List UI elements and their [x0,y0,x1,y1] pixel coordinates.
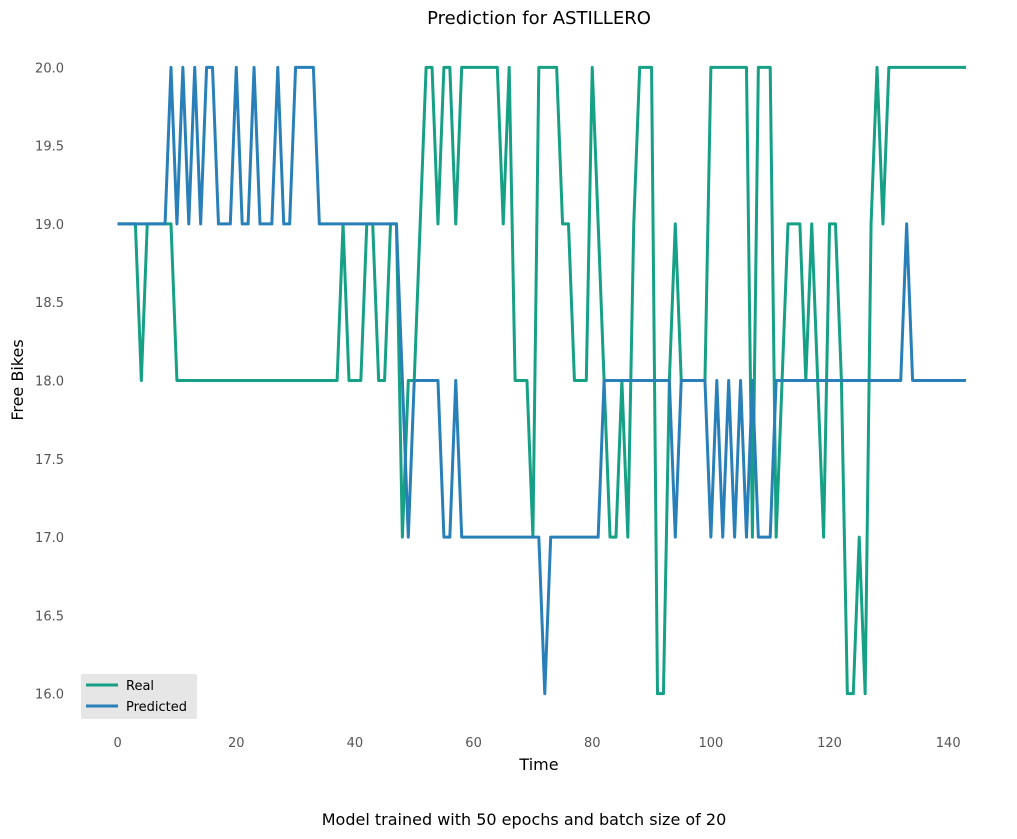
x-tick-label: 0 [113,736,121,751]
legend-label-real: Real [126,679,154,694]
x-axis-ticks: 0 20 40 60 80 100 120 140 [113,736,960,751]
y-tick-label: 19.5 [35,140,64,155]
y-tick-label: 16.0 [35,688,64,703]
y-axis-ticks: 16.0 16.5 17.0 17.5 18.0 18.5 19.0 19.5 20.0 [35,61,64,702]
legend-label-predicted: Predicted [126,700,187,715]
series-line-real [117,65,966,696]
x-tick-label: 100 [698,736,723,751]
y-tick-label: 17.0 [35,531,64,546]
y-tick-label: 19.0 [35,218,64,233]
legend: Real Predicted [81,674,197,719]
x-tick-label: 60 [465,736,482,751]
y-tick-label: 18.5 [35,296,64,311]
y-tick-label: 20.0 [35,61,64,76]
x-tick-label: 40 [347,736,364,751]
y-tick-label: 17.5 [35,453,64,468]
caption: Model trained with 50 epochs and batch s… [322,810,727,829]
y-axis-label: Free Bikes [8,339,27,420]
y-tick-label: 18.0 [35,375,64,390]
series-layer [117,65,966,696]
x-tick-label: 140 [936,736,961,751]
chart-title: Prediction for ASTILLERO [427,8,651,29]
x-tick-label: 120 [817,736,842,751]
y-tick-label: 16.5 [35,609,64,624]
x-tick-label: 20 [228,736,245,751]
x-tick-label: 80 [584,736,601,751]
x-axis-label: Time [518,755,558,774]
series-line-predicted [117,65,966,696]
